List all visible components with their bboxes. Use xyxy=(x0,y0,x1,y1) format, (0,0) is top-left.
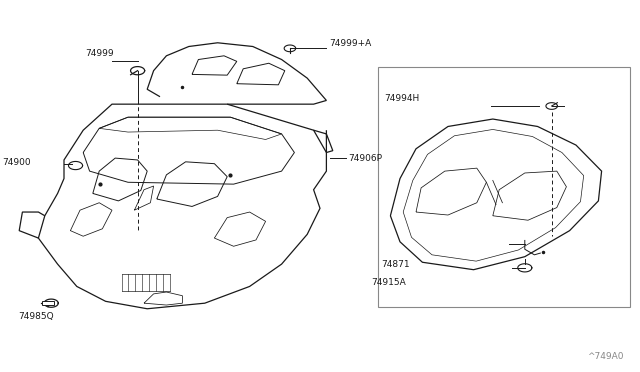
Text: 74985Q: 74985Q xyxy=(18,312,54,321)
Text: 74900: 74900 xyxy=(2,158,31,167)
Text: 74906P: 74906P xyxy=(348,154,382,163)
Text: ^749A0: ^749A0 xyxy=(588,352,624,361)
Bar xyxy=(42,301,54,305)
Bar xyxy=(378,67,630,307)
Text: 74999: 74999 xyxy=(85,49,114,58)
Text: 74915A: 74915A xyxy=(372,278,406,287)
Text: 74999+A: 74999+A xyxy=(330,39,372,48)
Text: 74994H: 74994H xyxy=(384,94,419,103)
Text: 74871: 74871 xyxy=(381,260,410,269)
